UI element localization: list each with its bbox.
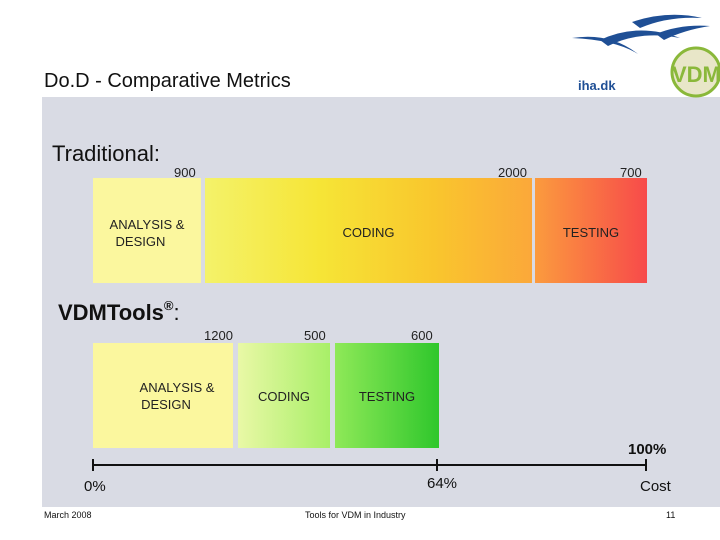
traditional-coding-box: CODING: [205, 178, 532, 283]
iha-vdm-logo: iha.dk VDM: [572, 14, 720, 98]
logo-letters: VDM: [672, 62, 720, 87]
axis-tick-mid: [436, 459, 438, 471]
traditional-analysis-box: ANALYSIS & DESIGN: [93, 178, 201, 283]
scale-mid-label: 64%: [427, 475, 458, 492]
vdmtools-coding-box: CODING: [238, 343, 330, 448]
vdmtools-label-text: VDMTools: [58, 300, 164, 325]
cost-axis-label: Cost: [640, 478, 671, 495]
vdmtools-label: VDMTools®:: [58, 298, 180, 326]
traditional-analysis-value: 900: [174, 165, 196, 180]
traditional-testing-box: TESTING: [535, 178, 647, 283]
vdmtools-coding-value: 500: [304, 328, 326, 343]
footer-page-number: 11: [666, 510, 676, 520]
footer-date: March 2008: [44, 510, 92, 520]
scale-end-label: 100%: [628, 441, 667, 458]
traditional-coding-value: 2000: [498, 165, 527, 180]
vdmtools-analysis-value: 1200: [204, 328, 233, 343]
traditional-coding-label: CODING: [342, 225, 395, 240]
vdmtools-coding-label: CODING: [258, 389, 310, 404]
traditional-analysis-label-line2: DESIGN: [115, 234, 166, 249]
axis-tick-end: [645, 459, 647, 471]
logo-text: iha.dk: [578, 78, 616, 93]
vdmtools-testing-label: TESTING: [358, 389, 416, 404]
vdmtools-analysis-label-line1: ANALYSIS &: [139, 380, 215, 395]
traditional-testing-value: 700: [620, 165, 642, 180]
cost-axis-line: [93, 464, 647, 466]
footer-center: Tools for VDM in Industry: [305, 510, 406, 520]
slide-title: Do.D - Comparative Metrics: [44, 70, 291, 92]
traditional-testing-label: TESTING: [562, 225, 620, 240]
scale-start-label: 0%: [84, 478, 106, 495]
vdmtools-analysis-label-line2: DESIGN: [141, 397, 191, 412]
vdmtools-label-suffix: :: [173, 300, 180, 325]
axis-tick-start: [92, 459, 94, 471]
traditional-label: Traditional:: [52, 141, 161, 166]
vdmtools-analysis-box: ANALYSIS & DESIGN: [93, 343, 233, 448]
registered-mark: ®: [163, 298, 174, 313]
traditional-analysis-label-line1: ANALYSIS &: [109, 217, 185, 232]
vdmtools-testing-value: 600: [411, 328, 433, 343]
vdmtools-testing-box: TESTING: [335, 343, 439, 448]
